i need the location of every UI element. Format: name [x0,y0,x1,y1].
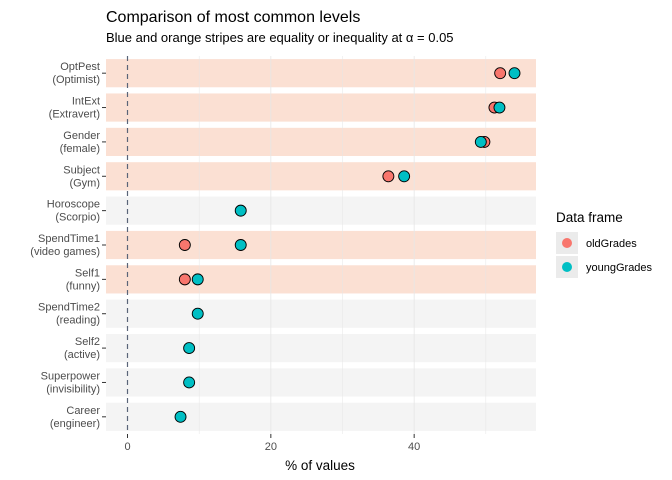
y-tick-label: Horoscope [47,199,100,211]
legend-label: youngGrades [586,262,653,274]
point-oldGrades [178,239,191,251]
y-tick-label: Subject [63,164,100,176]
y-tick-label: Self1 [75,267,100,279]
legend-title: Data frame [556,210,623,225]
y-tick-label: OptPest [60,61,100,73]
point-youngGrades [183,342,196,355]
y-tick-label: IntExt [72,96,100,108]
point-youngGrades [493,101,506,114]
y-tick-label: (video games) [30,246,100,258]
y-tick-label: Career [66,405,100,417]
chart-title: Comparison of most common levels [106,9,360,26]
point-oldGrades [494,67,507,80]
y-tick-label: (Extravert) [49,109,100,121]
point-oldGrades [382,170,395,183]
row-stripe [106,162,536,191]
y-tick-label: Self2 [75,336,100,348]
plot-area: OptPest(Optimist) IntExt(Extravert) Gender… [30,56,536,453]
point-youngGrades [234,239,247,251]
y-tick-label: (female) [60,143,100,155]
y-tick-label: Gender [63,130,100,142]
row-stripe [106,127,536,156]
y-tick-label: (Optimist) [52,74,100,86]
point-youngGrades [191,307,204,320]
point-youngGrades [191,273,204,286]
row-stripe [106,59,536,88]
row-stripe [106,93,536,122]
y-tick-label: (active) [64,349,100,361]
y-tick-label: (reading) [56,315,100,327]
y-tick-label: SpendTime1 [38,233,100,245]
point-youngGrades [183,376,196,389]
y-tick-label: (invisibility) [46,383,100,395]
y-tick-label: (engineer) [50,418,100,430]
chart-subtitle: Blue and orange stripes are equality or … [106,30,454,45]
y-tick-label: (Scorpio) [55,212,100,224]
row-stripe [106,402,536,431]
row-stripe [106,196,536,225]
point-oldGrades [178,273,191,286]
y-tick-label: Superpower [41,370,101,382]
x-tick-label: 20 [265,441,277,453]
row-stripe [106,334,536,363]
legend: Data frame oldGrades youngGrades [556,210,653,278]
point-youngGrades [234,204,247,217]
row-stripe [106,230,536,260]
row-stripe [106,265,536,294]
point-youngGrades [508,67,521,80]
point-youngGrades [474,135,487,148]
row-stripe [106,299,536,328]
point-youngGrades [174,410,187,423]
y-tick-label: SpendTime2 [38,302,100,314]
legend-key-oldGrades [562,238,572,248]
legend-key-youngGrades [562,262,572,272]
x-axis-label: % of values [285,458,355,473]
row-stripe [106,368,536,397]
legend-label: oldGrades [586,238,637,250]
y-tick-label: (Gym) [69,177,100,189]
legend-items: oldGrades youngGrades [556,232,653,278]
x-tick-label: 40 [408,441,420,453]
y-tick-label: (funny) [66,280,100,292]
x-tick-label: 0 [124,441,130,453]
point-youngGrades [398,170,411,183]
